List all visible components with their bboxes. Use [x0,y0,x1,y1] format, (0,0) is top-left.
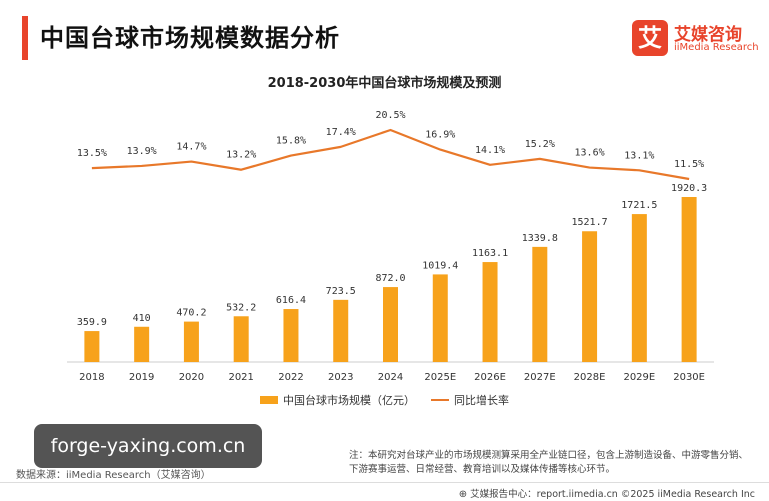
bar-label-2029E: 1721.5 [621,200,657,211]
chart-note: 注：本研究对台球产业的市场规模测算采用全产业链口径，包含上游制造设备、中游零售分… [349,450,749,475]
x-tick-2023: 2023 [328,372,353,383]
chart-title: 2018-2030年中国台球市场规模及预测 [267,76,502,91]
bar-label-2020: 470.2 [176,308,206,319]
title-accent-bar [22,16,28,60]
bar-2019 [134,326,150,362]
bar-2020 [183,321,199,362]
growth-line [91,128,690,181]
footer-label: 艾媒报告中心：report.iimedia.cn ©2025 iiMedia R… [470,489,755,500]
bar-label-2027E: 1339.8 [522,233,558,244]
globe-icon: ⊕ [458,489,468,500]
line-label-2019: 13.9% [127,146,157,157]
bar-2026E [482,262,498,362]
x-tick-2018: 2018 [79,372,104,383]
line-label-2022: 15.8% [276,136,306,147]
legend-item-line: 同比增长率 [431,392,509,408]
x-tick-2028E: 2028E [574,372,606,383]
line-label-2018: 13.5% [77,148,107,159]
logo-mark-icon: 艾 [632,20,668,56]
line-label-2020: 14.7% [176,142,206,153]
line-label-2026E: 14.1% [475,145,505,156]
bar-label-2023: 723.5 [326,286,356,297]
bar-2024 [383,287,398,362]
legend-label-bar: 中国台球市场规模（亿元） [283,394,415,407]
bar-2029E [631,214,647,362]
x-tick-2019: 2019 [129,372,154,383]
bar-label-2030E: 1920.3 [671,183,707,194]
bar-2028E [582,231,598,362]
bar-label-2019: 410 [133,313,151,324]
x-tick-2030E: 2030E [673,372,705,383]
bar-2018 [84,331,100,362]
bar-label-2022: 616.4 [276,295,306,306]
chart-legend: 中国台球市场规模（亿元） 同比增长率 [0,392,769,408]
logo-name-en: iiMedia Research [674,42,759,53]
logo-name-cn: 艾媒咨询 [674,25,742,45]
bar-2030E [681,197,697,362]
bar-label-2018: 359.9 [77,317,107,328]
bar-2027E [532,246,548,362]
line-label-2025E: 16.9% [425,130,455,141]
line-label-2027E: 15.2% [525,139,555,150]
line-label-2028E: 13.6% [575,148,605,159]
bar-label-2026E: 1163.1 [472,248,508,259]
bar-label-2021: 532.2 [226,302,256,313]
bar-2023 [333,299,349,362]
bar-label-2028E: 1521.7 [572,217,608,228]
line-label-2023: 17.4% [326,127,356,138]
x-tick-2020: 2020 [179,372,204,383]
legend-bar-swatch [260,396,278,404]
x-tick-2022: 2022 [278,372,303,383]
x-tick-2026E: 2026E [474,372,506,383]
x-tick-2025E: 2025E [424,372,456,383]
footer-text: ⊕ 艾媒报告中心：report.iimedia.cn ©2025 iiMedia … [459,486,755,500]
x-tick-2021: 2021 [228,372,253,383]
footer: ⊕ 艾媒报告中心：report.iimedia.cn ©2025 iiMedia … [0,482,769,501]
combo-chart: 359.9 2018 410 2019 470.2 2020 532.2 2021 616.4 2… [67,110,714,383]
line-label-2024: 20.5% [375,110,405,121]
bar-label-2025E: 1019.4 [422,260,458,271]
bar-2025E [432,274,448,362]
brand-logo: 艾 艾媒咨询 iiMedia Research [632,20,762,60]
legend-line-swatch [431,399,449,401]
x-tick-2024: 2024 [378,372,403,383]
legend-item-bar: 中国台球市场规模（亿元） [260,392,415,408]
x-tick-2027E: 2027E [524,372,556,383]
watermark-overlay: forge-yaxing.com.cn [34,424,262,468]
line-label-2029E: 13.1% [624,150,654,161]
legend-label-line: 同比增长率 [454,394,509,407]
bar-2022 [283,309,299,362]
data-source: 数据来源：iiMedia Research（艾媒咨询） [16,470,211,481]
line-label-2021: 13.2% [226,150,256,161]
bar-2021 [233,316,249,362]
page-title: 中国台球市场规模数据分析 [40,24,340,52]
line-label-2030E: 11.5% [674,159,704,170]
x-tick-2029E: 2029E [623,372,655,383]
bar-label-2024: 872.0 [375,273,405,284]
